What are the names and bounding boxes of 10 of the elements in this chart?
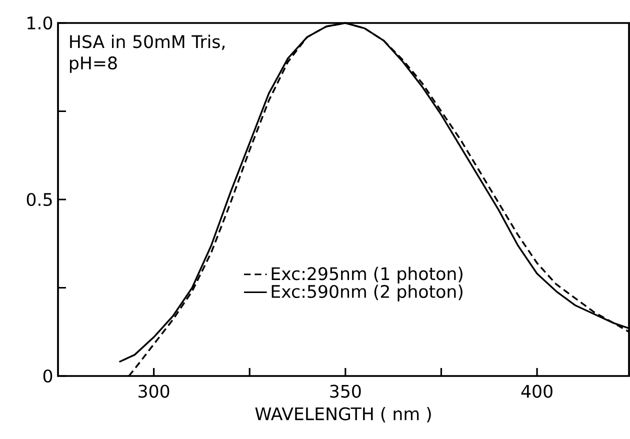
annotation: HSA in 50mM Tris, pH=8	[70, 34, 225, 73]
legend-label: Exc:295nm (1 photon)	[272, 266, 462, 284]
x-tick-label: 400	[521, 384, 552, 398]
x-tick-label: 350	[330, 384, 361, 398]
y-tick-label: 1.0	[28, 16, 52, 30]
x-axis-title: WAVELENGTH ( nm )	[255, 406, 431, 422]
y-tick-label: 0	[43, 369, 52, 383]
x-tick-label: 300	[138, 384, 170, 398]
legend-label: Exc:590nm (2 photon)	[272, 284, 462, 302]
y-tick-label: 0.5	[26, 192, 52, 206]
